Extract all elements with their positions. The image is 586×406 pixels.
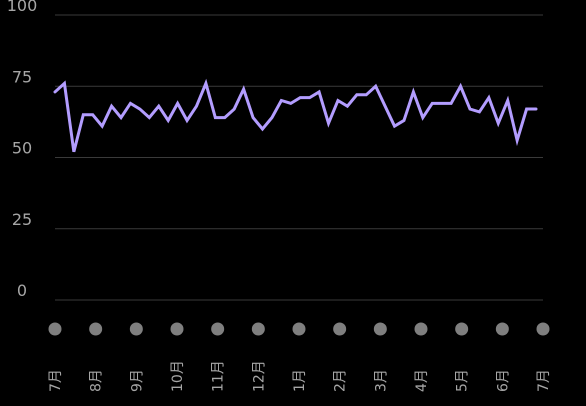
x-tick-marker: [373, 322, 387, 336]
y-tick-label: 25: [12, 210, 32, 229]
x-tick-marker: [251, 322, 265, 336]
x-tick-label: 2月: [333, 369, 349, 392]
x-tick-marker: [495, 322, 509, 336]
y-tick-label: 100: [7, 0, 38, 15]
y-tick-label: 75: [12, 67, 32, 86]
x-tick-marker: [211, 322, 225, 336]
y-tick-label: 50: [12, 139, 32, 158]
x-tick-label: 1月: [292, 369, 308, 392]
x-tick-marker: [414, 322, 428, 336]
series-line: [53, 78, 538, 153]
x-tick-label: 7月: [536, 369, 552, 392]
x-tick-marker: [89, 322, 103, 336]
x-tick-label: 3月: [373, 369, 389, 392]
x-tick-label: 11月: [211, 360, 227, 392]
x-tick-label: 6月: [495, 369, 511, 392]
x-tick-marker: [292, 322, 306, 336]
x-tick-marker: [333, 322, 347, 336]
x-tick-label: 5月: [455, 369, 471, 392]
x-tick-label: 9月: [129, 369, 145, 392]
x-tick-marker: [536, 322, 550, 336]
x-tick-marker: [129, 322, 143, 336]
x-tick-label: 8月: [89, 369, 105, 392]
x-tick-label: 10月: [170, 360, 186, 392]
y-tick-label: 0: [17, 281, 27, 300]
x-tick-label: 12月: [251, 360, 267, 392]
x-tick-marker: [455, 322, 469, 336]
x-tick-marker: [170, 322, 184, 336]
x-tick-label: 7月: [48, 369, 64, 392]
x-tick-marker: [48, 322, 62, 336]
x-tick-label: 4月: [414, 369, 430, 392]
